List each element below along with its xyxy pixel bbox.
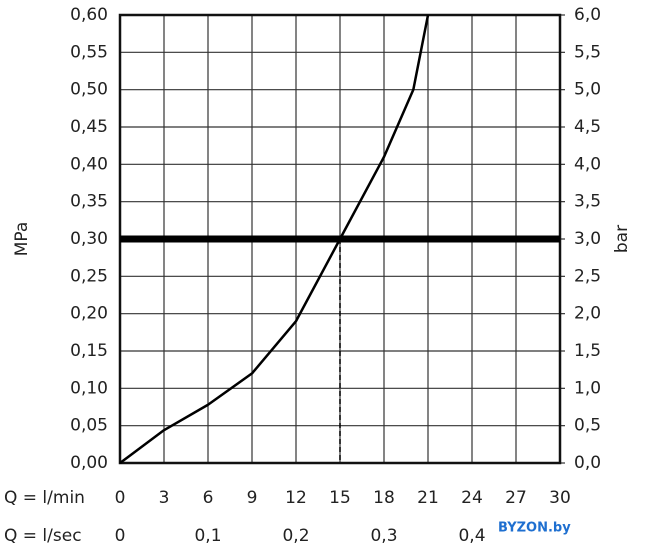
x-tick-label: 6	[203, 488, 214, 508]
x-tick-label: 9	[247, 488, 258, 508]
x-tick-label: 15	[329, 488, 351, 508]
y-tick-label: 0,55	[70, 42, 108, 62]
y2-tick-label: 3,5	[574, 192, 601, 212]
y-tick-label: 0,45	[70, 117, 108, 137]
y-tick-label: 0,50	[70, 80, 108, 100]
x-tick-label: 18	[373, 488, 395, 508]
x-tick-label: 3	[159, 488, 170, 508]
y2-axis-label: bar	[612, 225, 632, 253]
y2-tick-label: 1,0	[574, 378, 601, 398]
y-tick-label: 0,60	[70, 5, 108, 25]
y2-tick-label: 4,0	[574, 154, 601, 174]
x-tick-label: 27	[505, 488, 527, 508]
y-tick-label: 0,05	[70, 416, 108, 436]
y-tick-label: 0,40	[70, 154, 108, 174]
x2-tick-label: 0,4	[458, 526, 485, 546]
y-tick-label: 0,00	[70, 453, 108, 473]
x-tick-label: 0	[115, 488, 126, 508]
y-tick-label: 0,25	[70, 266, 108, 286]
x-tick-label: 21	[417, 488, 439, 508]
y2-tick-label: 0,0	[574, 453, 601, 473]
y2-tick-label: 5,0	[574, 80, 601, 100]
x2-tick-label: 0,2	[282, 526, 309, 546]
watermark: BYZON.by	[498, 521, 571, 536]
y2-tick-label: 3,0	[574, 229, 601, 249]
line-series	[119, 14, 430, 465]
y-axis-label: MPa	[12, 222, 32, 257]
x-tick-label: 12	[285, 488, 307, 508]
y-tick-label: 0,30	[70, 229, 108, 249]
y-tick-label: 0,35	[70, 192, 108, 212]
y2-tick-label: 1,5	[574, 341, 601, 361]
x-axis-label: Q = l/min	[4, 488, 85, 508]
x-tick-label: 30	[549, 488, 571, 508]
y-tick-label: 0,15	[70, 341, 108, 361]
y2-tick-label: 4,5	[574, 117, 601, 137]
x2-tick-label: 0	[115, 526, 126, 546]
x2-tick-label: 0,3	[370, 526, 397, 546]
x-tick-label: 24	[461, 488, 483, 508]
y-tick-label: 0,20	[70, 304, 108, 324]
y2-tick-label: 5,5	[574, 42, 601, 62]
x2-axis-label: Q = l/sec	[4, 526, 82, 546]
y-tick-label: 0,10	[70, 378, 108, 398]
y2-tick-label: 0,5	[574, 416, 601, 436]
y2-tick-label: 6,0	[574, 5, 601, 25]
y2-tick-label: 2,0	[574, 304, 601, 324]
y2-tick-label: 2,5	[574, 266, 601, 286]
x2-tick-label: 0,1	[194, 526, 221, 546]
